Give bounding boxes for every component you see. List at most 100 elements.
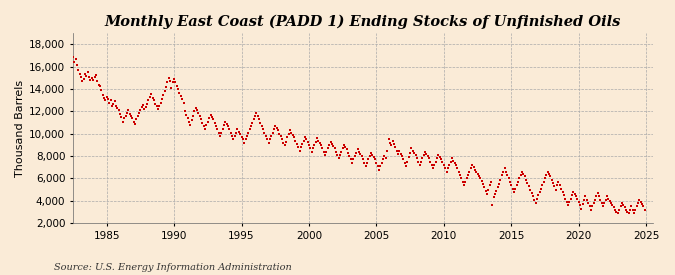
Point [117,119,128,124]
Point [181,113,192,117]
Point [596,201,607,205]
Point [343,151,354,155]
Point [542,170,553,174]
Point [375,164,386,168]
Point [389,142,400,146]
Point [516,170,527,174]
Point [312,136,323,141]
Point [306,150,317,154]
Point [603,196,614,201]
Point [425,160,436,164]
Point [153,107,163,111]
Point [201,123,212,127]
Point [250,114,261,118]
Point [115,111,126,116]
Point [386,143,397,147]
Point [142,101,153,106]
Point [432,156,443,161]
Point [500,170,511,174]
Point [351,151,362,155]
Point [440,166,451,170]
Point [301,137,312,142]
Point [581,197,592,202]
Point [573,200,584,204]
Point [304,143,315,147]
Point [342,147,352,152]
Point [475,176,485,181]
Text: Source: U.S. Energy Information Administration: Source: U.S. Energy Information Administ… [54,263,292,272]
Point [246,124,256,128]
Point [239,141,250,145]
Point [180,109,190,114]
Point [217,127,228,131]
Point [446,160,456,164]
Point [92,79,103,84]
Point [485,180,496,184]
Point [262,137,273,142]
Point [576,207,587,211]
Point [622,210,632,214]
Point [456,176,467,181]
Point [139,107,150,111]
Point [460,180,471,184]
Point [296,145,306,149]
Point [597,204,608,208]
Point [566,193,577,197]
Point [409,151,420,155]
Point [215,134,225,138]
Point [488,195,499,200]
Point [208,117,219,122]
Point [506,183,516,187]
Point [182,116,193,120]
Point [63,67,74,71]
Point [479,185,489,189]
Point [324,143,335,147]
Title: Monthly East Coast (PADD 1) Ending Stocks of Unfinished Oils: Monthly East Coast (PADD 1) Ending Stock… [105,15,621,29]
Point [277,137,288,142]
Point [578,197,589,202]
Point [565,196,576,201]
Point [352,147,363,152]
Point [265,137,275,142]
Point [394,148,405,153]
Point [333,156,344,161]
Point [254,117,265,122]
Point [267,131,278,135]
Point [428,166,439,170]
Point [209,120,220,125]
Point [197,120,208,125]
Point [244,127,255,131]
Point [553,180,564,184]
Point [177,97,188,101]
Point [462,176,472,181]
Point [269,127,279,131]
Point [338,146,348,150]
Point [328,144,339,148]
Point [261,134,271,138]
Point [404,155,414,160]
Point [472,172,483,176]
Point [599,201,610,205]
Point [420,150,431,154]
Point [99,96,109,100]
Point [464,170,475,174]
Point [252,114,263,118]
Point [108,101,119,106]
Point [316,143,327,147]
Point [367,153,378,157]
Point [443,166,454,170]
Point [173,87,184,91]
Point [335,153,346,157]
Point [174,90,185,95]
Point [224,127,235,131]
Point [68,54,78,59]
Point [362,161,373,165]
Point [564,200,574,204]
Point [317,146,328,150]
Point [531,196,542,201]
Point [159,89,170,94]
Point [286,131,297,135]
Point [406,146,417,150]
Point [176,94,186,98]
Point [427,163,437,167]
